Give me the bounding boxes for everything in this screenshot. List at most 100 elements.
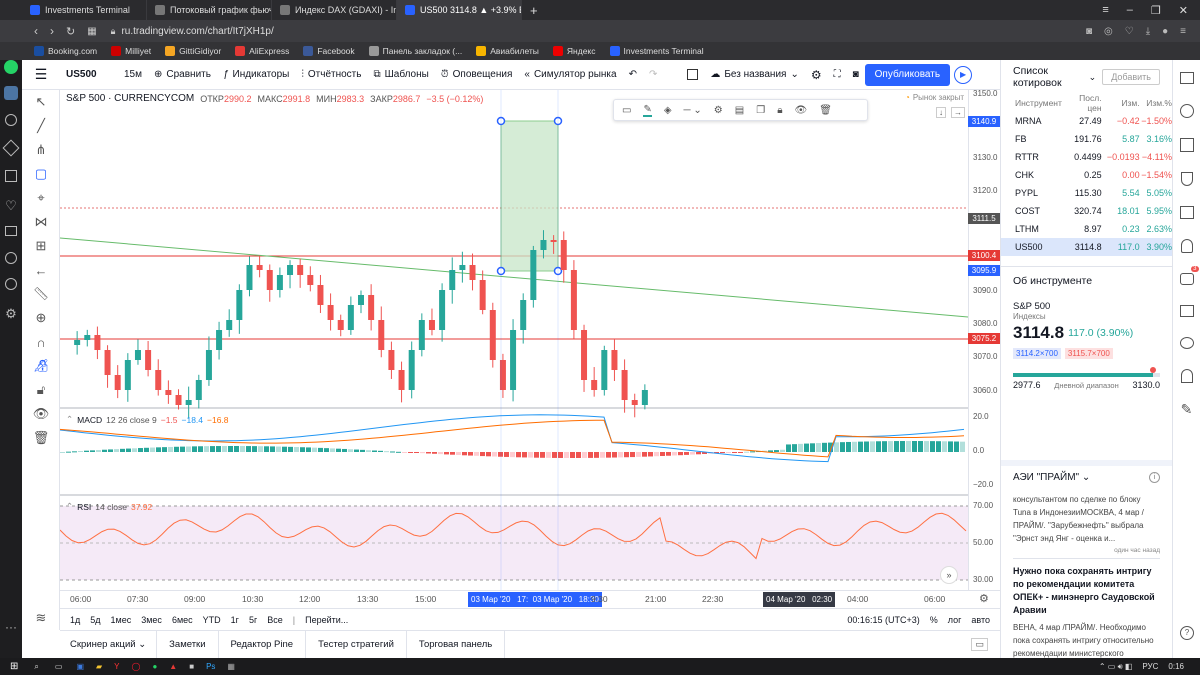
pitchfork-icon[interactable]: ⋔ [35, 142, 47, 157]
reader-icon[interactable]: ◎ [1103, 25, 1113, 37]
hotlist-icon[interactable] [1180, 172, 1193, 186]
browser-tab[interactable]: Индекс DAX (GDAXI) - Investing [272, 0, 397, 20]
lock-icon[interactable]: 🔒︎ [777, 104, 783, 116]
watchlist-row[interactable]: PYPL 115.30 5.54 5.05% [1001, 184, 1172, 202]
settings-icon[interactable]: ⚙ [979, 593, 989, 605]
bookmark-item[interactable]: Авиабилеты [476, 46, 539, 56]
bookmark-item[interactable]: Яндекс [552, 46, 596, 56]
tab-screener[interactable]: Скринер акций ⌄ [60, 630, 158, 659]
eye-icon[interactable]: 👁︎ [32, 406, 50, 421]
tab-strategy-tester[interactable]: Тестер стратегий [306, 630, 407, 659]
watchlist-row[interactable]: US500 3114.8 117.0 3.90% [1001, 238, 1172, 256]
bookmark-item[interactable]: Booking.com [34, 46, 97, 56]
watchlist-title[interactable]: Список котировок [1013, 65, 1062, 89]
bookmark-item[interactable]: Facebook [303, 46, 355, 56]
taskbar-clock[interactable]: 0:16 [1168, 662, 1184, 671]
clock[interactable]: 00:16:15 (UTC+3) [847, 614, 920, 625]
search-icon[interactable]: ⌕ [34, 661, 39, 671]
flow-icon[interactable] [2, 139, 20, 157]
heart-icon[interactable]: ♡ [5, 198, 17, 213]
scroll-to-realtime-icon[interactable]: » [940, 566, 958, 584]
taskbar-app-icon[interactable]: ■ [189, 662, 195, 671]
menu-icon[interactable]: ≡ [1180, 25, 1186, 37]
history-icon[interactable] [5, 252, 17, 264]
layers-icon[interactable]: ≋ [35, 610, 47, 625]
pen-color-icon[interactable]: ✎ [643, 103, 652, 117]
watchlist-row[interactable]: COST 320.74 18.01 5.95% [1001, 202, 1172, 220]
tray-icons[interactable]: ⌃ ▭ 🔊︎ ◧ [1098, 661, 1133, 671]
tab-notes[interactable]: Заметки [157, 630, 219, 659]
undo-icon[interactable]: ↶ [628, 69, 637, 80]
speed-dial-icon[interactable]: ▦ [87, 25, 97, 37]
time-axis[interactable]: 06:00 07:30 09:00 10:30 12:00 13:30 15:0… [60, 590, 1000, 608]
measure-icon[interactable]: ⊞ [35, 238, 47, 253]
download-icon[interactable]: ⤓ [1145, 25, 1151, 37]
browser-tab[interactable]: Investments Terminal [22, 0, 147, 20]
extensions-icon[interactable] [5, 278, 17, 290]
chart-pane[interactable]: S&P 500 · CURRENCYCOM ОТКР2990.2 МАКС299… [60, 90, 968, 590]
range-button[interactable]: 6мес [171, 614, 193, 625]
bookmark-item[interactable]: Панель закладок (... [368, 46, 462, 56]
windows-start-icon[interactable]: ⊞ [10, 661, 19, 672]
taskbar-app-icon[interactable]: ▦ [227, 662, 235, 671]
percent-toggle[interactable]: % [929, 614, 938, 625]
range-button[interactable]: 1д [70, 614, 81, 625]
news-source[interactable]: АЭИ "ПРАЙМ" ⌄ [1013, 472, 1091, 483]
delete-icon[interactable]: 🗑︎ [819, 104, 832, 116]
new-tab-button[interactable]: + [530, 2, 538, 18]
settings-icon[interactable]: ⚙ [810, 67, 822, 82]
url-field[interactable]: ru.tradingview.com/chart/It7jXH1p/ [121, 25, 274, 37]
macd-legend[interactable]: ⌃ MACD 12 26 close 9 −1.5 −18.4 −16.8 [66, 414, 229, 425]
ideas-icon[interactable] [1180, 239, 1193, 253]
language-indicator[interactable]: РУС [1142, 662, 1159, 671]
data-window-icon[interactable] [1179, 138, 1194, 152]
tab-trading-panel[interactable]: Торговая панель [407, 630, 506, 659]
watchlist-row[interactable]: MRNA 27.49 −0.42 −1.50% [1001, 112, 1172, 130]
streams-icon[interactable] [1179, 305, 1194, 317]
chat-icon[interactable]: 3 [1179, 266, 1199, 285]
watchlist-row[interactable]: RTTR 0.4499 −0.0193 −4.11% [1001, 148, 1172, 166]
rectangle-icon[interactable]: ▢ [34, 166, 48, 181]
heart-icon[interactable]: ♡ [1124, 25, 1134, 37]
redo-icon[interactable]: ↷ [648, 69, 658, 80]
news-item-text[interactable]: ВЕНА, 4 мар /ПРАЙМ/. Необходимо пока сох… [1013, 623, 1154, 658]
magnet-icon[interactable]: ∩ [36, 334, 46, 350]
zoom-in-icon[interactable]: ⊕ [35, 310, 47, 325]
goto-button[interactable]: Перейти... [305, 614, 349, 625]
info-icon[interactable]: i [1149, 472, 1160, 483]
scroll-down-icon[interactable]: ↓ [936, 107, 946, 118]
indicators-button[interactable]: ƒ Индикаторы [222, 69, 290, 80]
ruler-icon[interactable]: 📏︎ [32, 286, 50, 301]
financials-button[interactable]: ⫶ Отчётность [301, 69, 362, 80]
chart-canvas[interactable] [60, 90, 968, 590]
settings-icon[interactable]: ⚙ [713, 104, 723, 116]
layout-square-icon[interactable] [681, 69, 704, 80]
clone-icon[interactable]: ❐ [756, 104, 766, 116]
reload-icon[interactable]: ↻ [66, 25, 76, 38]
interval-select[interactable]: 15м [124, 69, 142, 80]
notifications-icon[interactable] [1180, 369, 1193, 383]
templates-button[interactable]: ⧉ Шаблоны [373, 69, 429, 80]
symbol-search[interactable]: US500 [66, 69, 97, 80]
browser-tab-active[interactable]: US500 3114.8 ▲ +3.9% Без названия✕ [397, 0, 522, 20]
taskbar-app-icon[interactable]: Ps [206, 662, 216, 671]
range-button[interactable]: 3мес [141, 614, 162, 625]
taskbar-app-icon[interactable]: ▰ [96, 662, 103, 671]
log-toggle[interactable]: лог [947, 614, 962, 625]
bookmark-item[interactable]: Milliyet [111, 46, 151, 56]
range-button[interactable]: 5г [248, 614, 258, 625]
lock-drawings-icon[interactable]: 🔏︎ [32, 358, 50, 373]
scroll-right-icon[interactable]: → [951, 107, 965, 118]
tab-pine-editor[interactable]: Редактор Pine [219, 630, 307, 659]
help-icon[interactable]: ? [1180, 626, 1194, 640]
replay-button[interactable]: «Симулятор рынка [524, 69, 617, 80]
watchlist-row[interactable]: CHK 0.25 0.00 −1.54% [1001, 166, 1172, 184]
menu-icon[interactable]: ≡ [1102, 3, 1109, 16]
messages-icon[interactable] [1179, 337, 1194, 349]
calendar-icon[interactable]: | [292, 614, 296, 625]
range-button[interactable]: 5д [90, 614, 101, 625]
vk-icon[interactable] [4, 86, 18, 100]
fill-color-icon[interactable]: ◈ [663, 104, 672, 116]
range-button[interactable]: Все [267, 614, 283, 625]
add-symbol-input[interactable]: Добавить [1102, 69, 1160, 85]
